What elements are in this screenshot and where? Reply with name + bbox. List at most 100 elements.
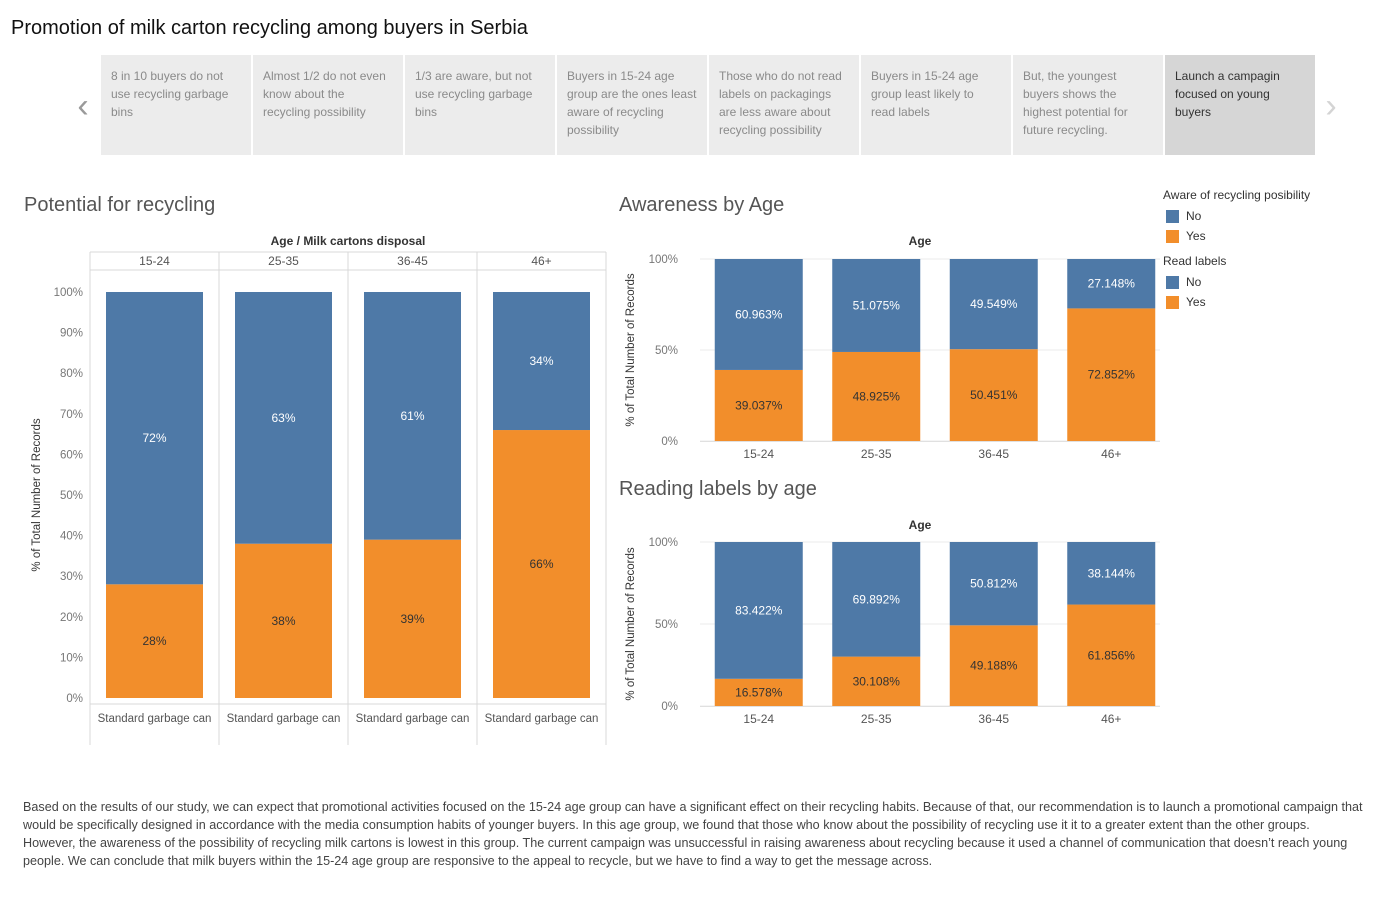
x-tick-label: 25-35 — [861, 447, 892, 461]
data-label: 63% — [271, 411, 295, 425]
x-tick-label: 25-35 — [861, 712, 892, 726]
bar-segment — [949, 259, 1038, 350]
bar-segment — [714, 678, 803, 706]
potential-chart-title: Potential for recycling — [24, 194, 216, 216]
bar-segment — [949, 625, 1038, 706]
story-navigator: 8 in 10 buyers do not use recycling garb… — [101, 55, 1315, 155]
story-point-5[interactable]: Those who do not read labels on packagin… — [709, 55, 859, 155]
bar-segment — [493, 430, 590, 698]
y-tick-label: 60% — [60, 449, 83, 461]
y-tick-label: 50% — [655, 619, 678, 631]
y-tick-label: 30% — [60, 571, 83, 583]
x-tick-label: 15-24 — [743, 712, 774, 726]
x-tick-label: 15-24 — [743, 447, 774, 461]
x-tick-label: Standard garbage can — [485, 713, 599, 725]
y-tick-label: 80% — [60, 368, 83, 380]
y-tick-label: 90% — [60, 328, 83, 340]
legend-item-read-yes[interactable]: Yes — [1163, 292, 1310, 312]
data-label: 39.037% — [735, 398, 783, 412]
column-header-title: Age — [909, 518, 932, 532]
data-label: 38% — [271, 614, 295, 628]
awareness-by-age-chart: Age 0% 50% 100% % of Total Number of Records… — [625, 234, 1160, 461]
reading-chart-title: Reading labels by age — [619, 478, 817, 500]
data-label: 27.148% — [1088, 277, 1136, 291]
bar-segment — [832, 351, 921, 441]
story-point-6[interactable]: Buyers in 15-24 age group least likely t… — [861, 55, 1011, 155]
x-tick-label: 46+ — [1101, 447, 1121, 461]
data-label: 39% — [400, 612, 424, 626]
data-label: 38.144% — [1088, 566, 1136, 580]
data-label: 61.856% — [1088, 648, 1136, 662]
summary-text: Based on the results of our study, we ca… — [23, 800, 1363, 868]
data-label: 49.549% — [970, 297, 1018, 311]
color-legend: Aware of recycling posibility No Yes Rea… — [1163, 188, 1310, 320]
story-point-7[interactable]: But, the youngest buyers shows the highe… — [1013, 55, 1163, 155]
x-tick-label: 36-45 — [978, 712, 1009, 726]
legend-group-aware: Aware of recycling posibility No Yes — [1163, 188, 1310, 246]
column-header-label: 36-45 — [397, 254, 428, 268]
data-label: 48.925% — [853, 389, 901, 403]
data-label: 34% — [529, 354, 553, 368]
story-point-8[interactable]: Launch a campagin focused on young buyer… — [1165, 55, 1315, 155]
reading-labels-by-age-chart: Age 0% 50% 100% % of Total Number of Records… — [625, 518, 1160, 726]
x-tick-label: Standard garbage can — [98, 713, 212, 725]
data-label: 60.963% — [735, 307, 783, 321]
column-header-label: 25-35 — [268, 254, 299, 268]
bar-segment — [235, 543, 332, 698]
legend-swatch-yes — [1166, 229, 1179, 243]
y-tick-label: 50% — [655, 345, 678, 357]
y-tick-label: 100% — [54, 287, 83, 299]
legend-group-read-labels: Read labels No Yes — [1163, 254, 1310, 312]
bar-segment — [949, 349, 1038, 441]
data-label: 50.812% — [970, 577, 1018, 591]
data-label: 72.852% — [1088, 368, 1136, 382]
legend-item-aware-no[interactable]: No — [1163, 206, 1310, 226]
bar-segment — [832, 259, 921, 352]
page-title: Promotion of milk carton recycling among… — [11, 17, 528, 39]
data-label: 69.892% — [853, 592, 901, 606]
legend-label: Yes — [1186, 229, 1206, 243]
data-label: 72% — [142, 431, 166, 445]
legend-title-read-labels: Read labels — [1163, 254, 1227, 268]
legend-swatch-no — [1166, 209, 1179, 223]
y-tick-label: 100% — [649, 537, 678, 549]
story-point-1[interactable]: 8 in 10 buyers do not use recycling garb… — [101, 55, 251, 155]
data-label: 30.108% — [853, 674, 901, 688]
bar-segment — [1067, 604, 1156, 706]
bar-segment — [364, 539, 461, 698]
y-tick-label: 50% — [60, 490, 83, 502]
column-header-title: Age — [909, 234, 932, 248]
x-tick-label: Standard garbage can — [227, 713, 341, 725]
bar-segment — [1067, 542, 1156, 605]
data-label: 16.578% — [735, 685, 783, 699]
legend-swatch-no — [1166, 275, 1179, 289]
chevron-left-icon[interactable]: ‹ — [77, 87, 89, 125]
bar-segment — [1067, 308, 1156, 441]
column-header-label: 15-24 — [139, 254, 170, 268]
potential-for-recycling-chart: Age / Milk cartons disposal 15-24 25-35 36-… — [31, 234, 607, 745]
chevron-right-icon[interactable]: › — [1325, 87, 1337, 125]
data-label: 50.451% — [970, 388, 1018, 402]
legend-swatch-yes — [1166, 295, 1179, 309]
bar-segment — [235, 292, 332, 544]
bar-segment — [106, 292, 203, 585]
bar-segment — [714, 259, 803, 370]
data-label: 28% — [142, 634, 166, 648]
bar-segment — [714, 369, 803, 441]
bar-segment — [493, 292, 590, 431]
legend-item-read-no[interactable]: No — [1163, 272, 1310, 292]
story-point-2[interactable]: Almost 1/2 do not even know about the re… — [253, 55, 403, 155]
bar-segment — [364, 292, 461, 540]
data-label: 83.422% — [735, 603, 783, 617]
y-axis-label: % of Total Number of Records — [31, 418, 43, 571]
y-tick-label: 0% — [661, 436, 678, 448]
legend-item-aware-yes[interactable]: Yes — [1163, 226, 1310, 246]
y-tick-label: 10% — [60, 652, 83, 664]
y-tick-label: 40% — [60, 531, 83, 543]
data-label: 66% — [529, 557, 553, 571]
story-point-4[interactable]: Buyers in 15-24 age group are the ones l… — [557, 55, 707, 155]
y-tick-label: 70% — [60, 409, 83, 421]
story-point-3[interactable]: 1/3 are aware, but not use recycling gar… — [405, 55, 555, 155]
legend-label: No — [1186, 209, 1202, 223]
column-header-title: Age / Milk cartons disposal — [271, 234, 426, 248]
